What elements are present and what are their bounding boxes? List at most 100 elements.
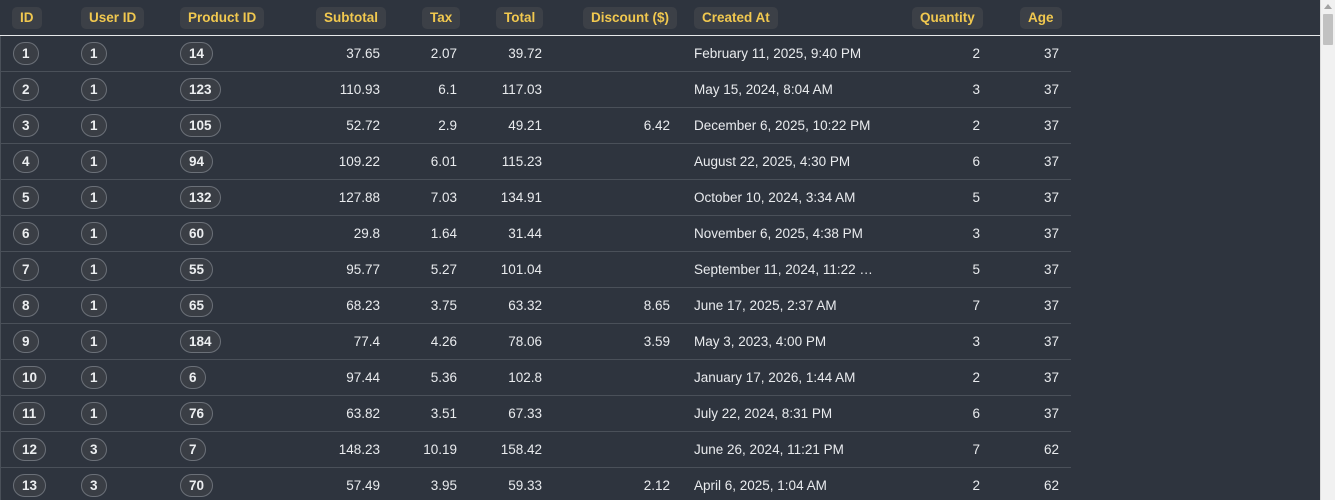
cell-age: 37	[1043, 406, 1059, 421]
cell-subtotal: 97.44	[346, 370, 380, 385]
cell-subtotal: 52.72	[346, 118, 380, 133]
cell-total: 78.06	[508, 334, 542, 349]
cell-user-id[interactable]: 1	[81, 114, 107, 137]
cell-discount: 8.65	[643, 298, 670, 313]
cell-id[interactable]: 13	[13, 474, 47, 497]
cell-discount	[580, 36, 670, 71]
cell-product-id[interactable]: 55	[180, 258, 214, 281]
cell-tax: 6.1	[438, 82, 457, 97]
cell-product-id[interactable]: 132	[180, 186, 221, 209]
column-header-subtotal[interactable]: Subtotal	[316, 7, 386, 29]
cell-user-id[interactable]: 1	[81, 294, 107, 317]
cell-total: 134.91	[500, 190, 542, 205]
cell-created-at: June 17, 2025, 2:37 AM	[694, 298, 837, 313]
cell-tax: 3.51	[430, 406, 457, 421]
cell-tax: 7.03	[430, 190, 457, 205]
table-row[interactable]: 10 1 6 97.44 5.36 102.8 January 17, 2026, 1:44…	[0, 360, 1071, 396]
cell-tax: 2.07	[430, 46, 457, 61]
column-header-discount[interactable]: Discount ($)	[583, 7, 678, 29]
cell-age: 37	[1043, 370, 1059, 385]
cell-product-id[interactable]: 60	[180, 222, 214, 245]
cell-tax: 1.64	[430, 226, 457, 241]
cell-product-id[interactable]: 94	[180, 150, 214, 173]
cell-quantity: 2	[972, 370, 980, 385]
scroll-up-arrow-icon[interactable]	[1324, 4, 1332, 9]
table-row[interactable]: 9 1 184 77.4 4.26 78.06 3.59 May 3, 2023, 4:00 …	[0, 324, 1071, 360]
cell-age: 37	[1043, 46, 1059, 61]
cell-id[interactable]: 9	[13, 330, 39, 353]
table-row[interactable]: 2 1 123 110.93 6.1 117.03 May 15, 2024, 8:04 A…	[0, 72, 1071, 108]
cell-user-id[interactable]: 1	[81, 330, 107, 353]
cell-user-id[interactable]: 1	[81, 78, 107, 101]
cell-user-id[interactable]: 1	[81, 402, 107, 425]
cell-product-id[interactable]: 65	[180, 294, 214, 317]
table-row[interactable]: 8 1 65 68.23 3.75 63.32 8.65 June 17, 2025, 2:3…	[0, 288, 1071, 324]
cell-id[interactable]: 8	[13, 294, 39, 317]
cell-quantity: 6	[972, 406, 980, 421]
vertical-scrollbar[interactable]	[1320, 0, 1335, 500]
cell-created-at: January 17, 2026, 1:44 AM	[694, 370, 856, 385]
table-row[interactable]: 13 3 70 57.49 3.95 59.33 2.12 April 6, 2025, 1:…	[0, 468, 1071, 500]
cell-total: 39.72	[508, 46, 542, 61]
cell-id[interactable]: 12	[13, 438, 47, 461]
column-header-product-id[interactable]: Product ID	[180, 7, 265, 29]
cell-discount	[580, 360, 670, 395]
column-header-created-at[interactable]: Created At	[694, 7, 778, 29]
cell-user-id[interactable]: 3	[81, 438, 107, 461]
column-header-tax[interactable]: Tax	[422, 7, 461, 29]
cell-id[interactable]: 3	[13, 114, 39, 137]
table-row[interactable]: 1 1 14 37.65 2.07 39.72 February 11, 2025, 9:4…	[0, 36, 1071, 72]
cell-product-id[interactable]: 105	[180, 114, 221, 137]
cell-user-id[interactable]: 1	[81, 258, 107, 281]
cell-product-id[interactable]: 76	[180, 402, 214, 425]
cell-user-id[interactable]: 1	[81, 222, 107, 245]
column-header-quantity[interactable]: Quantity	[912, 7, 983, 29]
cell-user-id[interactable]: 3	[81, 474, 107, 497]
cell-user-id[interactable]: 1	[81, 186, 107, 209]
cell-id[interactable]: 11	[13, 402, 46, 425]
cell-user-id[interactable]: 1	[81, 366, 107, 389]
cell-tax: 10.19	[423, 442, 457, 457]
column-header-user-id[interactable]: User ID	[81, 7, 145, 29]
cell-quantity: 5	[972, 190, 980, 205]
table-body: 1 1 14 37.65 2.07 39.72 February 11, 2025, 9:4…	[0, 36, 1320, 500]
column-header-id[interactable]: ID	[12, 7, 42, 29]
cell-quantity: 7	[972, 298, 980, 313]
cell-quantity: 3	[972, 334, 980, 349]
cell-subtotal: 148.23	[338, 442, 380, 457]
cell-quantity: 2	[972, 46, 980, 61]
cell-product-id[interactable]: 6	[180, 366, 206, 389]
cell-total: 158.42	[500, 442, 542, 457]
cell-product-id[interactable]: 70	[180, 474, 214, 497]
column-header-age[interactable]: Age	[1020, 7, 1062, 29]
cell-id[interactable]: 7	[13, 258, 39, 281]
cell-product-id[interactable]: 123	[180, 78, 221, 101]
cell-id[interactable]: 6	[13, 222, 39, 245]
scrollbar-thumb[interactable]	[1323, 14, 1333, 45]
cell-id[interactable]: 2	[13, 78, 39, 101]
table-row[interactable]: 5 1 132 127.88 7.03 134.91 October 10, 2024, 3…	[0, 180, 1071, 216]
column-header-total[interactable]: Total	[496, 7, 544, 29]
table-row[interactable]: 3 1 105 52.72 2.9 49.21 6.42 December 6, 2025, …	[0, 108, 1071, 144]
cell-age: 37	[1043, 226, 1059, 241]
cell-user-id[interactable]: 1	[81, 150, 107, 173]
cell-created-at: October 10, 2024, 3:34 AM	[694, 190, 856, 205]
table-row[interactable]: 6 1 60 29.8 1.64 31.44 November 6, 2025, 4:38 …	[0, 216, 1071, 252]
cell-quantity: 3	[972, 226, 980, 241]
table-row[interactable]: 11 1 76 63.82 3.51 67.33 July 22, 2024, 8:31 P…	[0, 396, 1071, 432]
cell-user-id[interactable]: 1	[81, 42, 107, 65]
cell-product-id[interactable]: 14	[180, 42, 214, 65]
cell-tax: 5.27	[430, 262, 457, 277]
cell-product-id[interactable]: 7	[180, 438, 206, 461]
cell-id[interactable]: 1	[13, 42, 39, 65]
cell-id[interactable]: 10	[13, 366, 47, 389]
cell-id[interactable]: 4	[13, 150, 39, 173]
cell-id[interactable]: 5	[13, 186, 39, 209]
table-row[interactable]: 7 1 55 95.77 5.27 101.04 September 11, 2024, 1…	[0, 252, 1071, 288]
cell-age: 37	[1043, 190, 1059, 205]
table-row[interactable]: 12 3 7 148.23 10.19 158.42 June 26, 2024, 11:2…	[0, 432, 1071, 468]
table-row[interactable]: 4 1 94 109.22 6.01 115.23 August 22, 2025, 4:3…	[0, 144, 1071, 180]
cell-product-id[interactable]: 184	[180, 330, 221, 353]
cell-created-at: November 6, 2025, 4:38 PM	[694, 226, 863, 241]
